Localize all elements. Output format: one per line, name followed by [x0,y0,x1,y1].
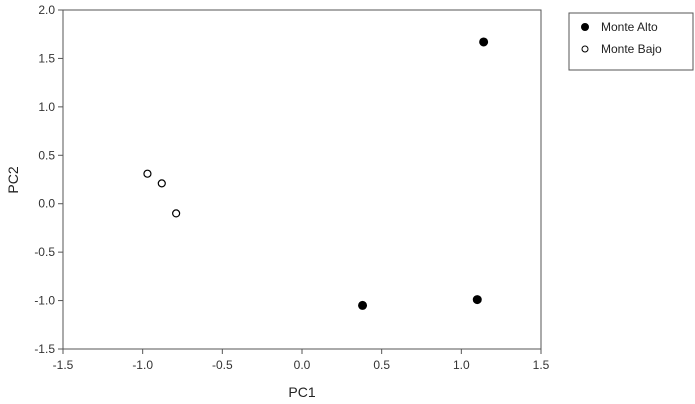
y-tick-label: -1.0 [34,294,55,308]
point-monte-alto [472,295,482,305]
plot-frame [62,9,542,350]
point-monte-bajo [172,209,181,218]
x-tick-label: -1.0 [132,358,153,372]
y-tick-label: 0.5 [38,148,55,162]
legend-label-monte-alto: Monte Alto [601,20,658,34]
point-monte-bajo [143,169,152,178]
point-monte-alto [358,300,368,310]
x-tick-label: -0.5 [212,358,233,372]
point-monte-alto [479,37,489,47]
x-tick-label: 0.0 [294,358,311,372]
x-tick-label: 1.5 [533,358,550,372]
legend-label-monte-bajo: Monte Bajo [601,42,662,56]
x-tick-label: 0.5 [373,358,390,372]
legend-marker-monte-alto [581,23,589,31]
legend: Monte Alto Monte Bajo [568,12,694,71]
point-monte-bajo [157,179,166,188]
y-tick-label: 0.0 [38,197,55,211]
y-tick-label: 2.0 [38,3,55,17]
x-tick-label: 1.0 [453,358,470,372]
legend-marker-monte-bajo [581,45,589,53]
legend-box [568,12,694,71]
x-axis-label: PC1 [288,384,315,400]
y-tick-label: -1.5 [34,342,55,356]
y-tick-label: 1.0 [38,100,55,114]
y-axis-label: PC2 [5,166,21,193]
y-tick-label: 1.5 [38,51,55,65]
y-tick-label: -0.5 [34,245,55,259]
x-tick-label: -1.5 [53,358,74,372]
